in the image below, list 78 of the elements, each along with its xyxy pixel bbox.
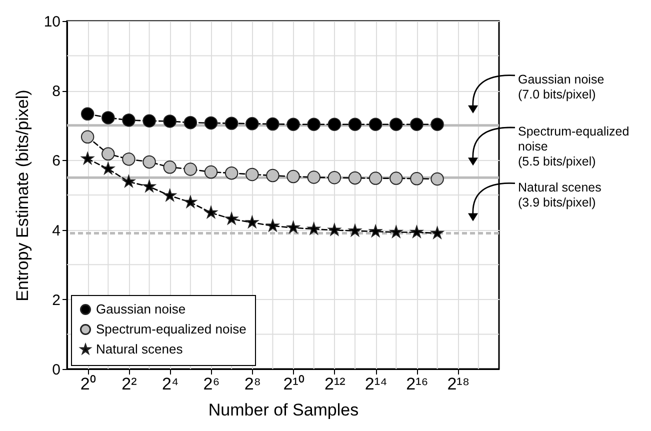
point: [122, 152, 136, 166]
y-tick-label: 6: [52, 152, 60, 170]
point: [163, 160, 176, 174]
point: [308, 222, 320, 235]
point: [163, 114, 176, 128]
point: [184, 196, 197, 208]
point: [81, 152, 94, 164]
point: [246, 216, 258, 228]
x-tick-label: 2⁸: [244, 374, 261, 394]
y-tick-label: 0: [52, 362, 60, 378]
point: [266, 117, 280, 131]
point: [410, 226, 424, 238]
legend-label: Gaussian noise: [96, 302, 186, 316]
ref-line-label: Spectrum-equalized noise (5.5 bits/pixel): [518, 124, 630, 169]
point: [286, 221, 300, 234]
point: [204, 165, 218, 179]
point: [80, 107, 94, 121]
point: [348, 118, 362, 131]
point: [286, 118, 300, 131]
point: [390, 172, 403, 185]
point: [204, 206, 218, 218]
x-tick-label: 2⁶: [203, 374, 220, 394]
point: [390, 226, 402, 238]
x-tick-label: 2²: [122, 374, 138, 394]
point: [430, 118, 444, 131]
x-tick-label: 2¹⁴: [364, 374, 388, 394]
point: [225, 212, 238, 224]
y-tick-label: 10: [44, 14, 60, 30]
x-tick-label: 2¹⁶: [406, 374, 428, 394]
point: [102, 162, 114, 174]
point: [348, 171, 362, 185]
point: [224, 166, 238, 180]
point: [328, 170, 342, 184]
x-axis-title: Number of Samples: [208, 400, 359, 420]
y-tick-label: 2: [52, 292, 60, 309]
point: [368, 172, 382, 185]
point: [286, 170, 300, 184]
legend-label: Spectrum-equalized noise: [96, 322, 246, 336]
x-tick-label: 2¹⁰: [283, 374, 304, 394]
point: [430, 226, 444, 239]
point: [102, 111, 115, 124]
point: [224, 116, 238, 130]
point: [369, 224, 382, 237]
point: [390, 118, 403, 131]
x-tick-label: 2¹⁸: [447, 374, 470, 394]
point: [102, 147, 115, 161]
y-axis-title: Entropy Estimate (bits/pixel): [12, 90, 32, 302]
point: [142, 180, 156, 192]
point: [142, 155, 156, 169]
x-tick-label: 2⁴: [162, 374, 179, 394]
point: [348, 224, 362, 236]
point: [184, 116, 198, 130]
point: [122, 175, 136, 188]
point: [122, 114, 136, 127]
point: [164, 189, 176, 202]
point: [266, 219, 280, 232]
point: [307, 118, 320, 131]
point: [142, 114, 156, 128]
x-tick-label: 2¹²: [324, 374, 346, 394]
ref-line-label: Natural scenes (3.9 bits/pixel): [518, 180, 602, 210]
point: [184, 162, 198, 176]
point: [328, 118, 342, 131]
x-tick-label: 2⁰: [80, 374, 96, 394]
ref-line-label: Gaussian noise (7.0 bits/pixel): [518, 72, 604, 102]
point: [246, 168, 259, 182]
legend-label: Natural scenes: [96, 342, 184, 356]
point: [246, 117, 259, 130]
point: [266, 168, 280, 182]
point: [410, 118, 424, 131]
y-tick-label: 8: [52, 83, 60, 100]
point: [204, 116, 218, 130]
y-tick-label: 4: [52, 222, 60, 240]
point: [307, 170, 320, 184]
point: [328, 224, 341, 236]
point: [430, 172, 444, 186]
point: [368, 118, 382, 131]
point: [410, 172, 424, 186]
point: [80, 130, 94, 144]
